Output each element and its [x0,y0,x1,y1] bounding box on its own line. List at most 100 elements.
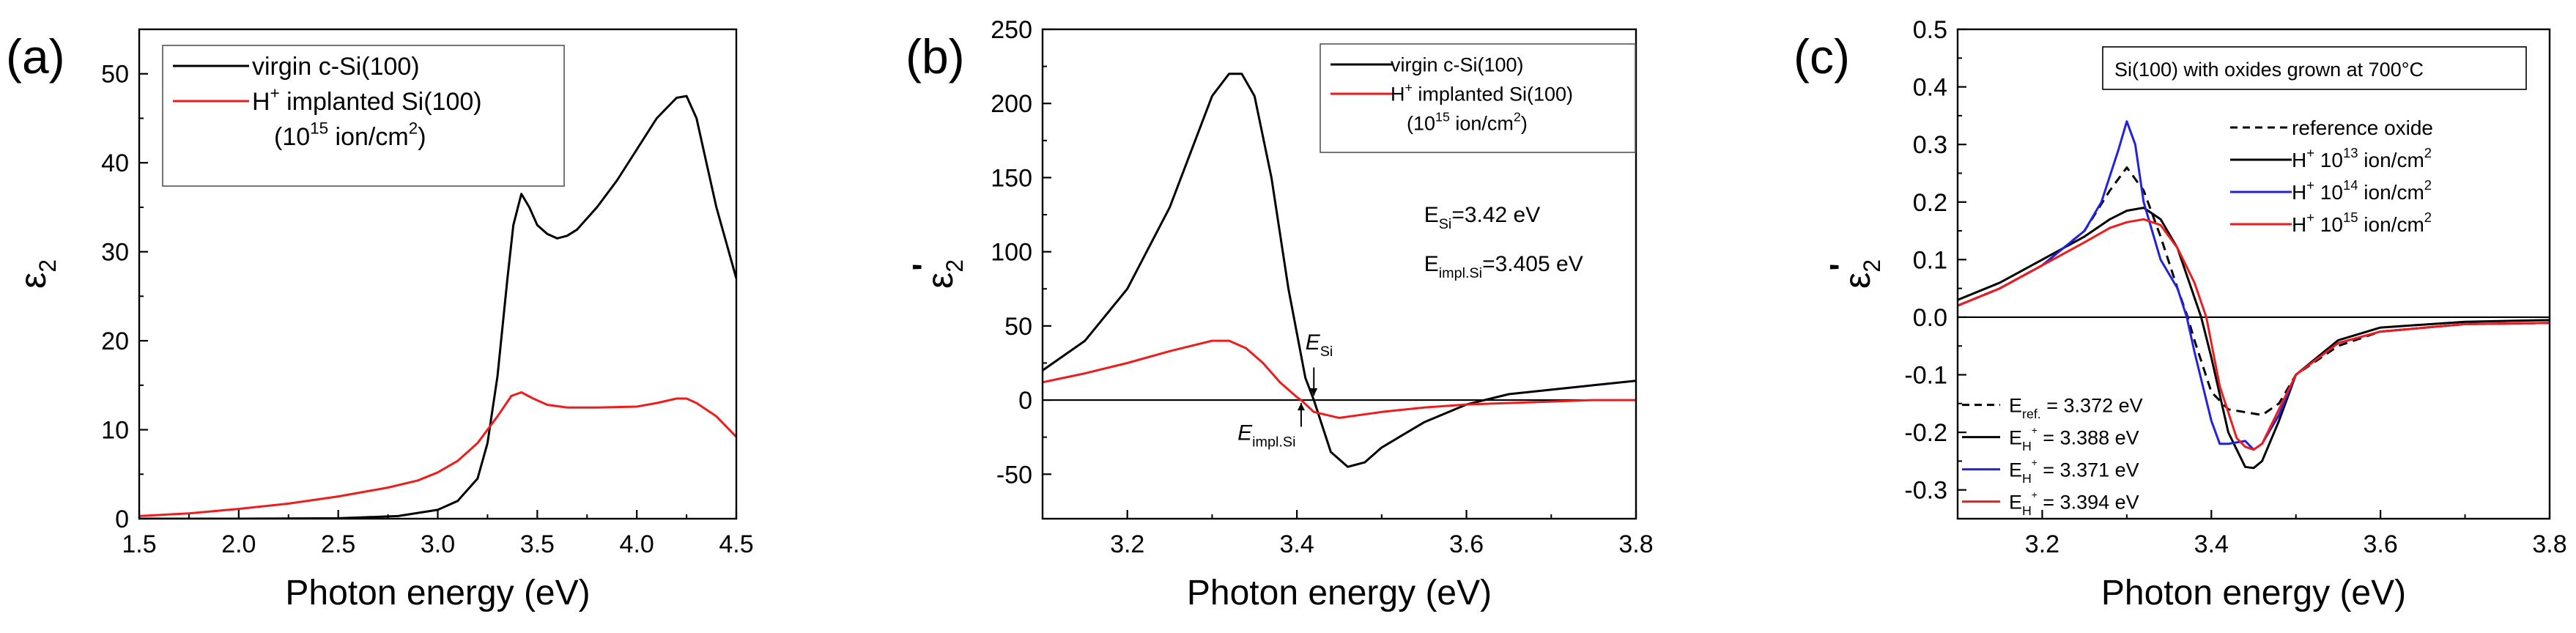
y-tick-label: -0.2 [1904,419,1947,447]
y-tick-label: 0 [1018,387,1032,415]
legend-label-1-part: H [252,88,270,116]
annotation-0: ESi=3.42 eV [1424,203,1541,232]
energy-legend-label-3-part: E [2009,492,2022,514]
legend-label-3-part: ion/cm [2358,213,2424,236]
x-tick-label: 4.0 [620,530,654,558]
legend-label-3-part: 15 [2343,210,2358,225]
annotation-1-part: impl.Si [1439,265,1482,281]
legend-label-1-part: ion/cm [2358,149,2424,171]
legend-label-1-part: 13 [2343,145,2358,160]
y-tick-label: 20 [101,327,129,355]
energy-legend-label-3-part: H [2022,503,2032,518]
energy-legend-label-0-part: = 3.372 eV [2041,395,2143,417]
legend-label-2-part: H [2292,181,2306,204]
x-tick-label: 3.2 [1110,530,1144,558]
annotation-2-part: Si [1320,344,1333,360]
legend-label-0: reference oxide [2292,116,2433,139]
legend-label-1-part: H [1391,83,1405,105]
legend-label-1-part: + [1405,80,1413,95]
series-line-0 [1043,73,1636,468]
energy-legend-label-2-part: H [2022,471,2032,486]
annotation-0-part: Si [1439,216,1452,232]
legend-label-0: virgin c-Si(100) [252,53,420,81]
title-box-frame [2102,46,2527,90]
energy-legend-label-0-part: E [2009,395,2022,417]
energy-legend-label-1-part: + [2032,425,2038,436]
annotation-0-part: E [1424,203,1439,227]
legend-label-1-part: H [2292,149,2306,171]
y-axis-symbol: ε [12,273,53,289]
y-axis-symbol: ε [919,273,961,289]
x-axis-label: Photon energy (eV) [285,574,590,612]
y-tick-label: 50 [1004,313,1032,341]
x-tick-label: 3.6 [1449,530,1484,558]
axes-frame [1041,28,1637,520]
panel-c: 3.2 3.4 3.6 3.8 -0.3 -0.2 -0.1 0.0 0.1 0.2 0.3 0.4 0… [1794,16,2567,612]
x-tick-label: 1.5 [122,530,156,558]
x-axis-label: Photon energy (eV) [1187,574,1492,612]
legend-label-2-part: 2 [1514,109,1521,124]
y-axis-subscript: 2 [34,259,61,273]
legend-label-0-part: virgin c-Si(100) [252,53,420,81]
legend-label-1-part: 10 [2314,149,2343,171]
annotation-0-part: =3.42 eV [1451,203,1540,227]
series-line-0 [139,95,736,519]
y-tick-label: 0.4 [1913,74,1947,102]
y-tick-label: 0.1 [1913,246,1947,274]
panel-label: (c) [1794,29,1850,84]
energy-legend-label-1-part: E [2009,427,2022,449]
series-group [139,95,736,519]
legend-label-3-part: + [2306,210,2314,225]
annotation-3-part: E [1237,421,1253,445]
legend-label-0: virgin c-Si(100) [1391,53,1524,75]
legend-label-2-part: ) [418,123,426,151]
legend-label-1: H+ 1013 ion/cm2 [2292,145,2432,171]
legend-label-2: (1015 ion/cm2) [274,119,426,151]
y-axis-label-text: ε2' [906,259,968,289]
legend-label-0-part: reference oxide [2292,116,2433,139]
legend-frame [2220,107,2520,252]
legend-label-1-part: 2 [2424,145,2432,160]
y-tick-label: 200 [991,90,1032,118]
energy-legend-label-3-part: = 3.394 eV [2038,492,2139,514]
series-group [1043,73,1636,468]
x-tick-label: 4.5 [719,530,753,558]
annotation-1: Eimpl.Si=3.405 eV [1424,252,1583,281]
y-tick-label: 30 [101,239,129,267]
x-tick-label: 3.4 [2194,530,2229,558]
panel-label: (a) [6,29,65,84]
legend-label-3-part: H [2292,213,2306,236]
y-axis-subscript: 2 [1859,259,1885,273]
series-line-1 [1958,207,2550,470]
series-group [1958,120,2550,470]
x-axis-label: Photon energy (eV) [2101,574,2406,612]
energy-legend-label-0: Eref. = 3.372 eV [2009,395,2143,421]
legend-label-3: H+ 1015 ion/cm2 [2292,210,2432,236]
legend-label-2-part: ion/cm [1450,112,1514,134]
legend-label-2-part: (10 [1407,112,1435,134]
x-tick-label: 3.0 [421,530,455,558]
legend-label-1-part: + [270,84,280,103]
x-tick-label: 3.6 [2364,530,2398,558]
y-tick-label: 0.5 [1913,16,1947,44]
energy-legend-label-2-part: = 3.371 eV [2038,459,2139,481]
annotation-3: Eimpl.Si [1237,421,1295,451]
legend-label-3-part: 10 [2314,213,2343,236]
energy-legend-label-0-part: ref. [2022,407,2041,421]
y-tick-label: -0.1 [1904,362,1947,390]
y-axis-label-text: ε2' [1823,259,1885,289]
eimpl-arrowhead [1297,403,1305,411]
energy-legend-label-1-part: = 3.388 eV [2038,427,2139,449]
y-tick-label: 100 [991,239,1032,267]
y-axis-label-text: ε2 [12,259,61,289]
annotation-1-part: E [1424,252,1439,276]
legend-label-2-part: 15 [310,119,328,138]
y-tick-label: 10 [101,417,129,445]
legend-frame [162,45,565,187]
y-axis-prime: ' [1823,263,1861,271]
title-box-text: Si(100) with oxides grown at 700°C [2114,59,2424,81]
energy-legend-label-1: EH+ = 3.388 eV [2009,425,2139,454]
y-tick-label: 150 [991,164,1032,192]
legend-label-2-part: 2 [2424,177,2432,193]
y-axis-symbol: ε [1837,273,1878,289]
